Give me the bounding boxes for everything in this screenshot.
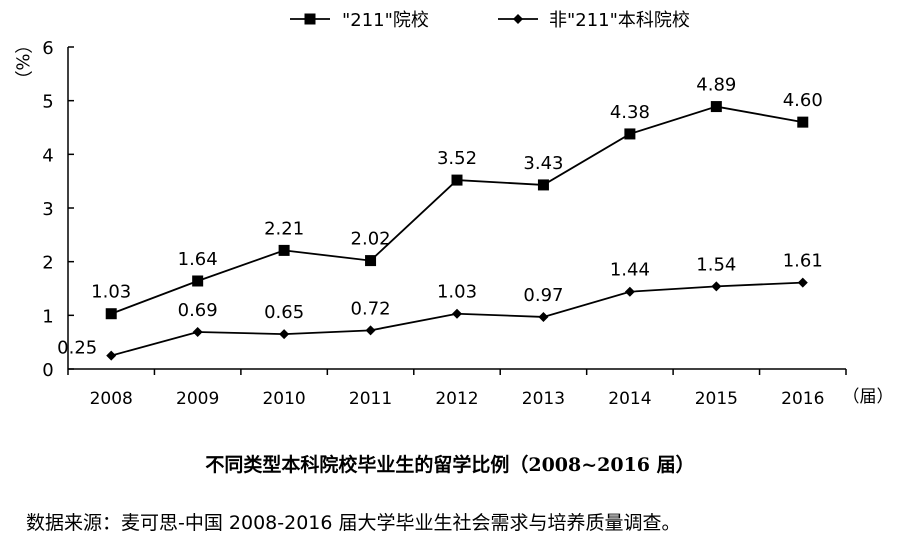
legend-label: "211"院校 [342, 10, 429, 31]
data-point [279, 329, 290, 340]
x-tick-label: 2014 [608, 389, 651, 409]
data-label: 1.03 [91, 282, 131, 303]
data-label: 0.97 [523, 285, 563, 306]
data-label: 0.65 [264, 302, 304, 323]
data-label: 1.44 [610, 260, 650, 281]
data-label: 0.69 [178, 300, 218, 321]
y-axis-label: （%） [12, 35, 33, 88]
data-label: 2.02 [351, 229, 391, 250]
chart-title: 不同类型本科院校毕业生的留学比例（2008~2016 届） [205, 454, 695, 476]
data-label: 2.21 [264, 218, 304, 239]
data-label: 1.03 [437, 282, 477, 303]
data-label: 0.72 [351, 298, 391, 319]
data-label: 0.25 [57, 338, 97, 359]
data-point [192, 326, 203, 337]
y-tick-label: 5 [42, 92, 53, 113]
y-tick-label: 1 [42, 306, 53, 327]
y-tick-label: 0 [42, 360, 53, 381]
x-tick-label: 2013 [522, 389, 565, 409]
y-tick-label: 6 [42, 38, 53, 59]
x-tick-label: 2016 [781, 389, 824, 409]
legend-label: 非"211"本科院校 [549, 10, 690, 31]
data-point [797, 277, 808, 288]
y-tick-label: 4 [42, 145, 53, 166]
data-point [106, 350, 117, 361]
data-point [452, 308, 462, 319]
data-point [537, 179, 549, 191]
x-tick-label: 2009 [176, 389, 219, 409]
data-point [365, 325, 376, 336]
y-tick-label: 2 [42, 253, 53, 274]
data-point [710, 101, 722, 113]
data-point [797, 116, 809, 128]
x-tick-label: 2012 [435, 389, 478, 409]
data-point [451, 174, 463, 186]
data-point [624, 128, 636, 140]
data-label: 3.43 [523, 153, 563, 174]
line-chart: 0 1 2 3 4 5 6 2008 2009 2010 2011 2012 2013 2014 2015 2… [12, 10, 894, 409]
data-label: 1.54 [696, 254, 736, 275]
data-point [192, 275, 204, 287]
x-tick-label: 2008 [90, 389, 133, 409]
data-point [105, 308, 117, 320]
data-label: 4.38 [610, 102, 650, 123]
legend-marker-diamond-icon [513, 14, 523, 24]
data-label: 3.52 [437, 148, 477, 169]
data-point [538, 311, 549, 322]
data-point [624, 286, 635, 297]
data-label: 4.89 [696, 75, 736, 96]
x-tick-label: 2010 [262, 389, 305, 409]
y-tick-label: 3 [42, 199, 53, 220]
data-point [278, 244, 290, 256]
data-label: 1.61 [783, 251, 823, 272]
data-point [711, 281, 722, 292]
x-tick-label: 2011 [349, 389, 392, 409]
legend-marker-square-icon [304, 13, 316, 25]
x-axis-label: （届） [843, 387, 894, 407]
data-label: 1.64 [178, 249, 218, 270]
x-tick-label: 2015 [695, 389, 738, 409]
data-point [365, 255, 377, 267]
data-source-note: 数据来源：麦可思-中国 2008-2016 届大学毕业生社会需求与培养质量调查。 [26, 512, 681, 534]
data-label: 4.60 [783, 90, 823, 111]
